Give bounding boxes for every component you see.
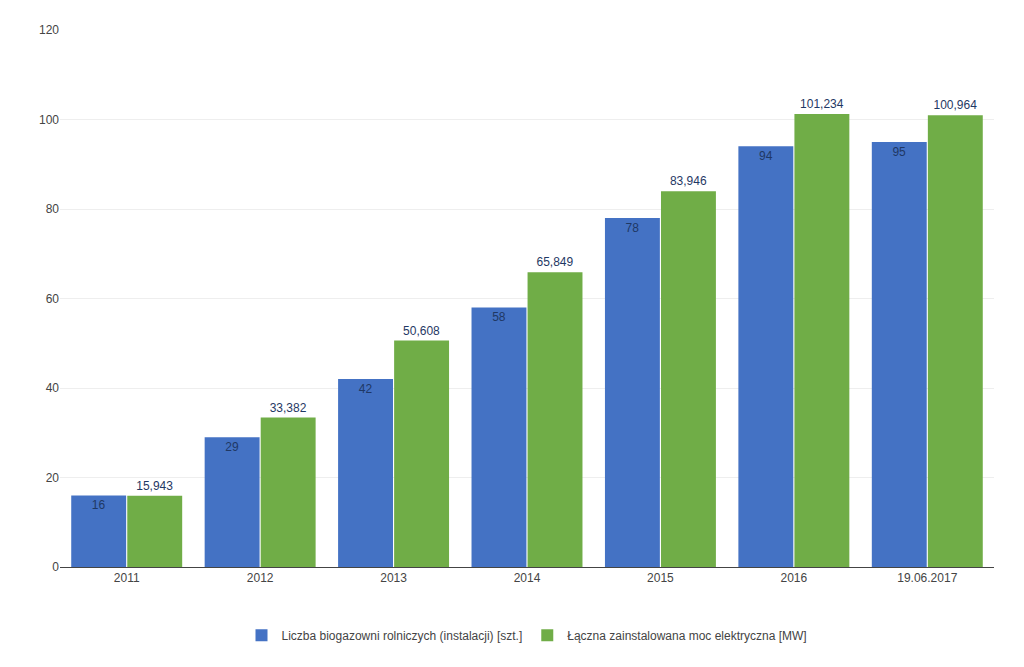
svg-text:80: 80 [46, 202, 60, 216]
svg-text:83,946: 83,946 [670, 174, 707, 188]
svg-text:100,964: 100,964 [933, 98, 977, 112]
svg-text:42: 42 [359, 382, 373, 396]
svg-text:2011: 2011 [114, 571, 140, 585]
svg-text:20: 20 [46, 471, 60, 485]
svg-text:60: 60 [46, 292, 60, 306]
svg-text:2013: 2013 [380, 571, 407, 585]
svg-text:40: 40 [46, 381, 60, 395]
svg-text:120: 120 [39, 23, 59, 37]
svg-text:15,943: 15,943 [136, 479, 173, 493]
svg-text:94: 94 [759, 149, 773, 163]
svg-text:29: 29 [225, 440, 239, 454]
svg-text:95: 95 [892, 145, 906, 159]
svg-text:65,849: 65,849 [537, 255, 574, 269]
svg-text:16: 16 [92, 498, 106, 512]
svg-text:33,382: 33,382 [270, 401, 307, 415]
svg-text:2012: 2012 [247, 571, 274, 585]
svg-text:100: 100 [39, 113, 59, 127]
svg-text:50,608: 50,608 [403, 324, 440, 338]
svg-text:Liczba biogazowni rolniczych (: Liczba biogazowni rolniczych (instalacji… [282, 629, 523, 643]
svg-text:2014: 2014 [514, 571, 541, 585]
svg-text:2015: 2015 [647, 571, 674, 585]
svg-text:78: 78 [626, 221, 640, 235]
svg-text:Łączna zainstalowana moc elekt: Łączna zainstalowana moc elektryczna [MW… [567, 629, 806, 643]
svg-text:2016: 2016 [781, 571, 808, 585]
svg-text:58: 58 [492, 310, 506, 324]
svg-text:19.06.2017: 19.06.2017 [897, 571, 957, 585]
svg-text:101,234: 101,234 [800, 97, 844, 111]
svg-text:0: 0 [52, 560, 59, 574]
